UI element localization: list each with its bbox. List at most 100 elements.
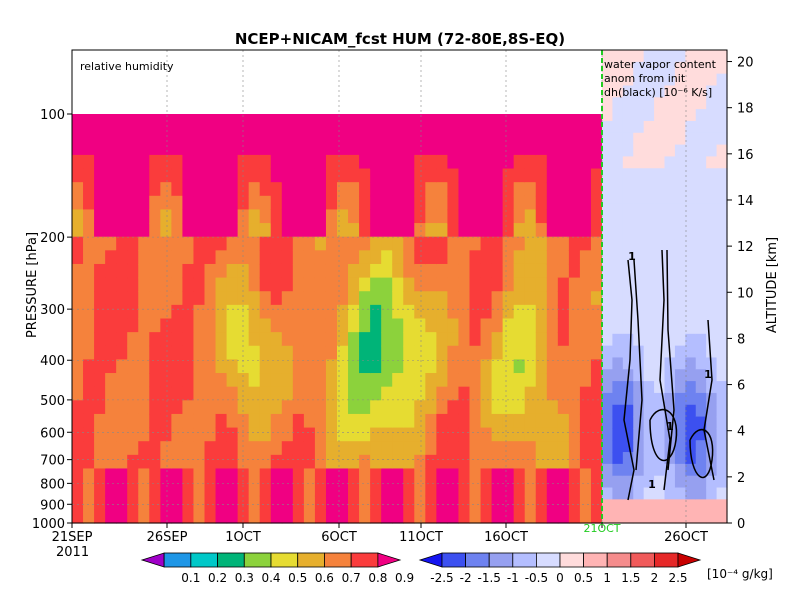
rh-cell [381, 359, 393, 374]
rh-cell [314, 495, 327, 510]
rh-cell [447, 168, 460, 183]
rh-cell [325, 141, 338, 156]
anomaly-cell [664, 310, 676, 323]
rh-cell [337, 209, 349, 224]
rh-cell [414, 359, 426, 374]
rh-cell [447, 482, 460, 497]
rh-cell [469, 441, 482, 456]
rh-cell [546, 168, 559, 183]
anomaly-cell [633, 132, 645, 146]
anomaly-cell [622, 452, 634, 465]
anomaly-cell [612, 50, 624, 63]
rh-cell [105, 454, 117, 470]
rh-cell [535, 291, 548, 306]
rh-cell [447, 304, 460, 320]
rh-cell [149, 195, 161, 211]
rh-cell [248, 223, 261, 238]
rh-cell [171, 454, 184, 470]
rh-cell [72, 454, 84, 470]
rh-cell [337, 182, 349, 197]
rh-cell [513, 263, 526, 279]
rh-cell [392, 373, 404, 388]
anomaly-cell [695, 120, 707, 134]
anomaly-cell [685, 286, 697, 299]
rh-cell [337, 141, 349, 156]
rh-cell [535, 413, 548, 429]
anomaly-cell [612, 132, 624, 146]
rh-cell [314, 318, 327, 333]
rh-cell [292, 209, 305, 224]
rh-cell [381, 332, 393, 347]
rh-cell [314, 263, 327, 279]
rh-cell [215, 127, 228, 142]
rh-cell [579, 127, 592, 142]
rh-cell [72, 332, 84, 347]
rh-cell [392, 141, 404, 156]
rh-cell [72, 141, 84, 156]
anomaly-cell [695, 416, 707, 429]
rh-cell [160, 386, 172, 401]
rh-cell [381, 168, 393, 183]
rh-cell [480, 509, 493, 524]
rh-cell [83, 304, 95, 320]
rh-cell [72, 441, 84, 456]
rh-cell [557, 454, 570, 470]
rh-cell [127, 263, 139, 279]
rh-cell [524, 291, 537, 306]
anomaly-cell [633, 463, 645, 477]
anomaly-cell [716, 168, 728, 181]
rh-cell [116, 400, 128, 415]
anomaly-cell [643, 61, 655, 75]
rh-cell [127, 114, 139, 129]
rh-cell [94, 373, 106, 388]
rh-cell [314, 386, 327, 401]
rh-cell [226, 154, 239, 170]
rh-cell [127, 359, 139, 374]
anomaly-cell [602, 392, 614, 406]
anomaly-cell [674, 321, 686, 335]
contour-value-label: 1 [704, 368, 712, 381]
rh-cell [83, 154, 95, 170]
anomaly-cell [643, 109, 655, 122]
rh-cell [270, 277, 283, 292]
rh-cell [314, 345, 327, 360]
rh-cell [204, 318, 217, 333]
anomaly-cell [622, 463, 634, 477]
anomaly-cell [664, 109, 676, 122]
anomaly-cell [716, 511, 728, 524]
rh-cell [557, 495, 570, 510]
rh-cell [590, 359, 603, 374]
rh-cell [469, 509, 482, 524]
rh-cell [502, 182, 515, 197]
rh-cell [116, 345, 128, 360]
rh-cell [215, 495, 228, 510]
rh-cell [204, 250, 217, 265]
rh-cell [149, 332, 161, 347]
rh-cell [292, 400, 305, 415]
rh-cell [270, 141, 283, 156]
rh-cell [281, 318, 294, 333]
anomaly-cell [716, 345, 728, 359]
rh-cell [425, 250, 437, 265]
anomaly-cell [622, 475, 634, 489]
rh-cell [546, 359, 559, 374]
rh-cell [314, 250, 327, 265]
rh-cell [348, 441, 360, 456]
rh-cell [425, 373, 437, 388]
anomaly-cell [643, 203, 655, 217]
rh-cell [314, 373, 327, 388]
rh-cell [480, 154, 493, 170]
anomaly-cell [706, 333, 718, 347]
rh-cell [546, 427, 559, 442]
rh-cell [325, 154, 338, 170]
rh-cell [193, 509, 206, 524]
anomaly-cell [685, 463, 697, 477]
anomaly-cell [643, 310, 655, 323]
rh-cell [160, 114, 172, 129]
rh-cell [480, 482, 493, 497]
pressure-tick-label: 400 [40, 354, 65, 369]
anomaly-cell [674, 333, 686, 347]
rh-cell [105, 277, 117, 292]
rh-cell [160, 495, 172, 510]
anomaly-cell [633, 85, 645, 98]
